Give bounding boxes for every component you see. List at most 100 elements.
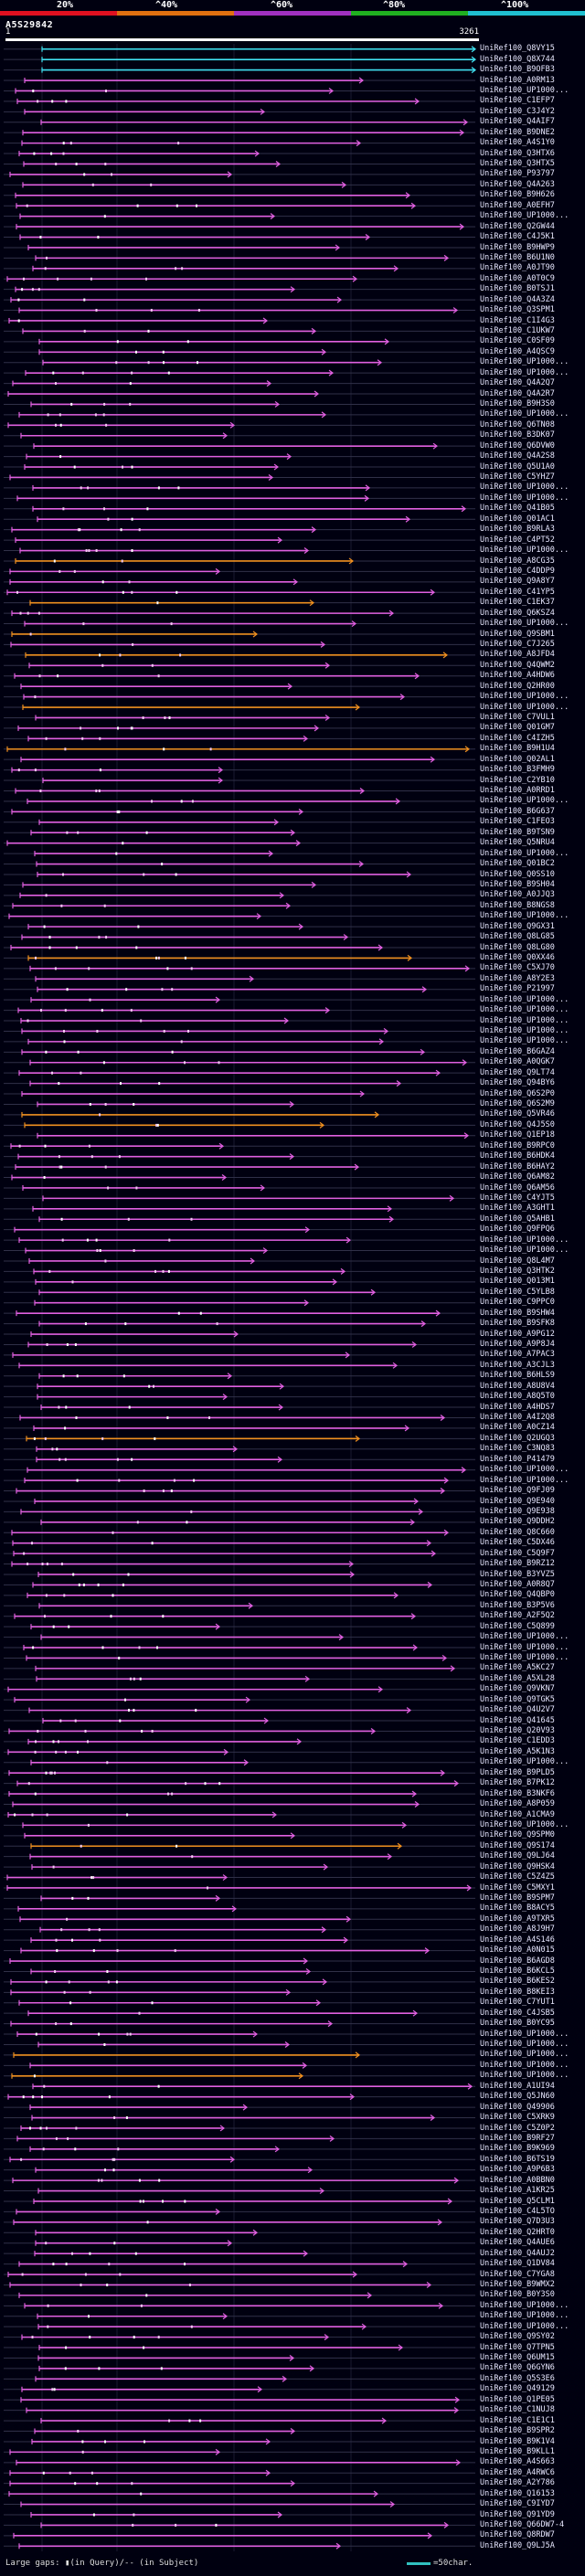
- hit-label[interactable]: UniRef100_Q9GX31: [480, 921, 555, 931]
- hit-label[interactable]: UniRef100_UP1000...: [480, 1026, 569, 1035]
- hit-label[interactable]: UniRef100_B8KEI3: [480, 1987, 555, 1997]
- hit-label[interactable]: UniRef100_UP1000...: [480, 1819, 569, 1829]
- hit-label[interactable]: UniRef100_Q2UGQ3: [480, 1433, 555, 1443]
- hit-label[interactable]: UniRef100_Q5VR46: [480, 1109, 555, 1119]
- hit-label[interactable]: UniRef100_A0R8Q7: [480, 1579, 555, 1589]
- hit-label[interactable]: UniRef100_Q4AIF7: [480, 117, 555, 127]
- hit-label[interactable]: UniRef100_Q94BY6: [480, 1078, 555, 1088]
- hit-label[interactable]: UniRef100_Q5S3E6: [480, 2373, 555, 2383]
- hit-label[interactable]: UniRef100_B3YVZ5: [480, 1569, 555, 1579]
- hit-label[interactable]: UniRef100_A0JT90: [480, 263, 555, 273]
- hit-label[interactable]: UniRef100_Q01AC1: [480, 514, 555, 524]
- hit-label[interactable]: UniRef100_B9H1U4: [480, 744, 555, 754]
- hit-label[interactable]: UniRef100_B9SPR2: [480, 2426, 555, 2435]
- hit-label[interactable]: UniRef100_Q9FJ09: [480, 1486, 555, 1495]
- hit-label[interactable]: UniRef100_Q49906: [480, 2102, 555, 2112]
- hit-label[interactable]: UniRef100_Q01GM7: [480, 723, 555, 733]
- hit-label[interactable]: UniRef100_Q6DVW0: [480, 440, 555, 451]
- hit-label[interactable]: UniRef100_C41YP5: [480, 587, 555, 597]
- hit-label[interactable]: UniRef100_B6KCL5: [480, 1966, 555, 1976]
- hit-label[interactable]: UniRef100_UP1000...: [480, 1246, 569, 1255]
- hit-label[interactable]: UniRef100_P41479: [480, 1454, 555, 1464]
- hit-label[interactable]: UniRef100_C9PPC0: [480, 1298, 555, 1308]
- hit-label[interactable]: UniRef100_Q4A2R7: [480, 388, 555, 398]
- hit-label[interactable]: UniRef100_Q02AL1: [480, 754, 555, 764]
- hit-label[interactable]: UniRef100_B9RLA3: [480, 525, 555, 535]
- hit-label[interactable]: UniRef100_C1EDD3: [480, 1736, 555, 1746]
- hit-label[interactable]: UniRef100_Q4A2S8: [480, 451, 555, 461]
- hit-label[interactable]: UniRef100_B6AGD8: [480, 1956, 555, 1966]
- hit-label[interactable]: UniRef100_UP1000...: [480, 357, 569, 367]
- hit-label[interactable]: UniRef100_Q0XX46: [480, 952, 555, 962]
- hit-label[interactable]: UniRef100_Q1DV84: [480, 2259, 555, 2269]
- hit-label[interactable]: UniRef100_C1EK37: [480, 598, 555, 608]
- hit-label[interactable]: UniRef100_UP1000...: [480, 2300, 569, 2310]
- hit-label[interactable]: UniRef100_Q3SPM1: [480, 305, 555, 314]
- hit-label[interactable]: UniRef100_A9P6B3: [480, 2165, 555, 2175]
- hit-label[interactable]: UniRef100_UP1000...: [480, 2060, 569, 2070]
- hit-label[interactable]: UniRef100_A0RM13: [480, 75, 555, 85]
- hit-label[interactable]: UniRef100_UP1000...: [480, 1235, 569, 1245]
- hit-label[interactable]: UniRef100_A0T0C9: [480, 273, 555, 283]
- hit-label[interactable]: UniRef100_B6GAZ4: [480, 1046, 555, 1056]
- hit-label[interactable]: UniRef100_B0Y3S0: [480, 2290, 555, 2300]
- hit-label[interactable]: UniRef100_C1FEO3: [480, 817, 555, 827]
- hit-label[interactable]: UniRef100_UP1000...: [480, 994, 569, 1004]
- hit-label[interactable]: UniRef100_Q8C660: [480, 1527, 555, 1537]
- hit-label[interactable]: UniRef100_B9DNE2: [480, 127, 555, 137]
- hit-label[interactable]: UniRef100_B3FMH9: [480, 765, 555, 775]
- hit-label[interactable]: UniRef100_Q6GYN6: [480, 2363, 555, 2373]
- hit-label[interactable]: UniRef100_Q8RDW7: [480, 2530, 555, 2540]
- hit-label[interactable]: UniRef100_A9TXR5: [480, 1913, 555, 1924]
- hit-label[interactable]: UniRef100_B9OFB3: [480, 65, 555, 75]
- hit-label[interactable]: UniRef100_Q5U1A0: [480, 461, 555, 472]
- hit-label[interactable]: UniRef100_Q4J5S0: [480, 1119, 555, 1129]
- hit-label[interactable]: UniRef100_A1KR25: [480, 2186, 555, 2196]
- hit-label[interactable]: UniRef100_B9SH04: [480, 879, 555, 889]
- hit-label[interactable]: UniRef100_A4QSC9: [480, 346, 555, 356]
- hit-label[interactable]: UniRef100_Q7TPN5: [480, 2342, 555, 2352]
- hit-label[interactable]: UniRef100_Q49129: [480, 2384, 555, 2394]
- hit-label[interactable]: UniRef100_B9RF27: [480, 2133, 555, 2143]
- hit-label[interactable]: UniRef100_Q9SY02: [480, 2332, 555, 2342]
- hit-label[interactable]: UniRef100_B6KES2: [480, 1977, 555, 1987]
- hit-label[interactable]: UniRef100_Q4AUE6: [480, 2238, 555, 2248]
- hit-label[interactable]: UniRef100_B6G637: [480, 806, 555, 816]
- hit-label[interactable]: UniRef100_Q5AHB1: [480, 1214, 555, 1224]
- hit-label[interactable]: UniRef100_C1EFP7: [480, 96, 555, 106]
- hit-label[interactable]: UniRef100_A9PG12: [480, 1329, 555, 1339]
- hit-label[interactable]: UniRef100_A4I2Q8: [480, 1413, 555, 1422]
- hit-label[interactable]: UniRef100_UP1000...: [480, 1632, 569, 1642]
- hit-label[interactable]: UniRef100_Q5NRU4: [480, 838, 555, 848]
- hit-label[interactable]: UniRef100_UP1000...: [480, 211, 569, 221]
- hit-label[interactable]: UniRef100_Q5JN60: [480, 2092, 555, 2102]
- hit-label[interactable]: UniRef100_Q3HTX6: [480, 148, 555, 158]
- hit-label[interactable]: UniRef100_A4S1Y0: [480, 138, 555, 148]
- hit-label[interactable]: UniRef100_A4S663: [480, 2457, 555, 2467]
- hit-label[interactable]: UniRef100_UP1000...: [480, 2321, 569, 2331]
- hit-label[interactable]: UniRef100_B6TS19: [480, 2154, 555, 2164]
- hit-label[interactable]: UniRef100_C5Z0P2: [480, 2123, 555, 2133]
- hit-label[interactable]: UniRef100_UP1000...: [480, 796, 569, 806]
- hit-label[interactable]: UniRef100_A0EFH7: [480, 200, 555, 210]
- hit-label[interactable]: UniRef100_Q9DDH2: [480, 1517, 555, 1527]
- hit-label[interactable]: UniRef100_Q4A2Q7: [480, 378, 555, 388]
- hit-label[interactable]: UniRef100_Q2HR00: [480, 681, 555, 691]
- hit-label[interactable]: UniRef100_B9PLD5: [480, 1767, 555, 1777]
- hit-label[interactable]: UniRef100_B9H3S0: [480, 398, 555, 408]
- hit-label[interactable]: UniRef100_Q4U2V7: [480, 1705, 555, 1715]
- hit-label[interactable]: UniRef100_A5KC27: [480, 1663, 555, 1673]
- hit-label[interactable]: UniRef100_A0N015: [480, 1945, 555, 1956]
- hit-label[interactable]: UniRef100_B9SFK8: [480, 1319, 555, 1329]
- hit-label[interactable]: UniRef100_UP1000...: [480, 86, 569, 95]
- hit-label[interactable]: UniRef100_B9SPM7: [480, 1892, 555, 1903]
- hit-label[interactable]: UniRef100_UP1000...: [480, 692, 569, 702]
- hit-label[interactable]: UniRef100_A0CZ14: [480, 1423, 555, 1433]
- hit-label[interactable]: UniRef100_B0TSJ1: [480, 284, 555, 294]
- hit-label[interactable]: UniRef100_Q9LJ64: [480, 1851, 555, 1861]
- hit-label[interactable]: UniRef100_C1NUJ8: [480, 2405, 555, 2415]
- hit-label[interactable]: UniRef100_Q6TN08: [480, 419, 555, 429]
- hit-label[interactable]: UniRef100_C4DDP9: [480, 566, 555, 576]
- hit-label[interactable]: UniRef100_Q9S174: [480, 1840, 555, 1850]
- hit-label[interactable]: UniRef100_A0QGK7: [480, 1057, 555, 1067]
